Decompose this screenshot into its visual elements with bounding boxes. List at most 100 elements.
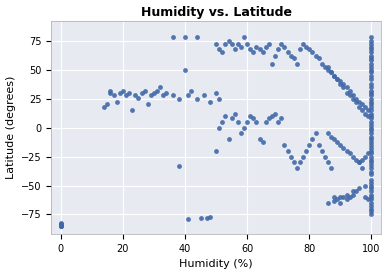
- Point: [347, 88, 353, 93]
- Point: [368, 166, 375, 170]
- Point: [368, 56, 375, 60]
- Point: [368, 201, 375, 205]
- Point: [368, 148, 375, 153]
- Point: [322, 154, 328, 159]
- Point: [328, 70, 334, 74]
- Point: [344, 148, 350, 153]
- Point: [232, 47, 238, 51]
- Point: [331, 73, 337, 78]
- Point: [58, 222, 64, 226]
- Point: [356, 186, 362, 190]
- Point: [222, 42, 228, 46]
- Point: [58, 224, 64, 228]
- Point: [303, 148, 309, 153]
- Point: [368, 183, 375, 188]
- Point: [325, 160, 331, 164]
- Point: [368, 151, 375, 155]
- Point: [263, 120, 269, 124]
- Point: [362, 195, 368, 199]
- Point: [253, 44, 260, 49]
- Point: [250, 50, 257, 54]
- Point: [337, 79, 343, 84]
- Point: [185, 217, 191, 221]
- Point: [235, 120, 241, 124]
- Point: [194, 35, 200, 40]
- Point: [229, 42, 235, 46]
- Point: [312, 54, 319, 58]
- Point: [58, 223, 64, 227]
- Point: [368, 123, 375, 128]
- Point: [114, 100, 120, 104]
- Point: [350, 192, 356, 197]
- Point: [365, 197, 372, 202]
- Point: [362, 104, 368, 109]
- Point: [269, 62, 275, 66]
- Point: [368, 189, 375, 194]
- Point: [200, 93, 207, 97]
- Point: [306, 47, 312, 51]
- Point: [368, 70, 375, 74]
- Point: [344, 192, 350, 197]
- Point: [368, 58, 375, 63]
- Point: [368, 73, 375, 78]
- Point: [368, 100, 375, 104]
- Point: [368, 212, 375, 217]
- Point: [275, 120, 281, 124]
- Point: [170, 93, 176, 97]
- Point: [334, 139, 340, 144]
- Point: [275, 47, 281, 51]
- Point: [368, 108, 375, 112]
- Point: [331, 73, 337, 78]
- Point: [204, 216, 210, 220]
- Point: [368, 91, 375, 95]
- Point: [368, 131, 375, 136]
- Point: [315, 56, 322, 60]
- Point: [368, 97, 375, 101]
- Point: [368, 93, 375, 97]
- Point: [306, 143, 312, 147]
- Point: [284, 50, 291, 54]
- Point: [353, 158, 359, 162]
- Point: [368, 158, 375, 162]
- Point: [238, 44, 244, 49]
- Point: [368, 104, 375, 109]
- Point: [334, 77, 340, 81]
- Point: [297, 47, 303, 51]
- Point: [368, 154, 375, 159]
- Point: [368, 169, 375, 174]
- Point: [368, 137, 375, 141]
- Point: [104, 102, 110, 107]
- Point: [368, 128, 375, 132]
- Point: [288, 54, 294, 58]
- Point: [356, 100, 362, 104]
- Point: [368, 160, 375, 164]
- Point: [132, 93, 139, 97]
- Point: [341, 146, 347, 151]
- Point: [368, 35, 375, 40]
- Point: [368, 146, 375, 151]
- Point: [176, 164, 182, 168]
- Point: [207, 100, 213, 104]
- Point: [362, 183, 368, 188]
- Point: [194, 97, 200, 101]
- Point: [157, 85, 163, 89]
- Point: [353, 189, 359, 194]
- Point: [368, 197, 375, 202]
- Point: [368, 172, 375, 176]
- Point: [368, 65, 375, 70]
- Y-axis label: Latitude (degrees): Latitude (degrees): [5, 76, 15, 179]
- Point: [222, 114, 228, 118]
- Point: [107, 91, 113, 95]
- Point: [368, 47, 375, 51]
- Point: [328, 166, 334, 170]
- Point: [176, 97, 182, 101]
- Point: [368, 143, 375, 147]
- Point: [219, 120, 225, 124]
- Point: [58, 223, 64, 227]
- Point: [135, 95, 142, 100]
- Title: Humidity vs. Latitude: Humidity vs. Latitude: [140, 6, 291, 18]
- Point: [126, 91, 132, 95]
- Point: [356, 160, 362, 164]
- Point: [368, 209, 375, 213]
- Point: [365, 108, 372, 112]
